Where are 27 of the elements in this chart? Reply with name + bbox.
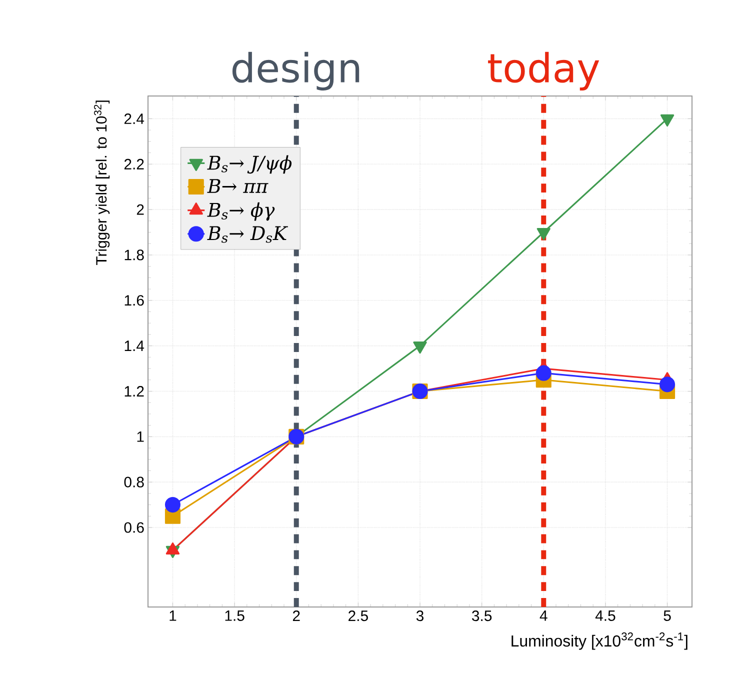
x-tick-label: 1.5 [225,610,244,621]
x-tick-label: 2 [292,610,300,621]
y-tick-label: 0.8 [124,476,144,488]
ref-line-label: design [232,52,360,90]
x-tick-label: 1 [170,610,176,621]
x-tick-label: 2.5 [348,610,368,622]
y-tick-label: 1.4 [124,340,144,351]
y-tick-label: 0.6 [124,522,144,533]
y-tick-label: 2.2 [124,158,144,170]
x-tick-label: 4.5 [595,610,616,621]
y-tick-label: 2.4 [124,113,144,124]
legend-label: B$_{s}$→ J/ψϕ [207,155,292,174]
y-axis-title: Trigger yield [rel. to 10$^{32}$] [94,100,110,265]
y-tick-label: 1.8 [124,250,144,260]
x-tick-label: 4 [540,610,548,621]
legend-label: B$_{s}$→ D$_{s}$K [207,226,288,243]
x-tick-label: 3 [416,610,424,622]
y-tick-label: 1.6 [124,295,144,306]
x-tick-label: 3.5 [472,610,492,622]
y-tick-label: 1 [137,432,144,442]
legend-label: B$_{s}$→ ϕγ [207,202,275,221]
x-axis-title: Luminosity [x10$^{32}$cm$^{-2}$s$^{-1}$] [512,632,688,650]
legend-label: B→ ππ [207,179,268,193]
y-tick-label: 2 [136,204,144,215]
y-tick-label: 1.2 [124,386,144,396]
ref-line-label: today [488,52,600,90]
x-tick-label: 5 [664,610,671,621]
